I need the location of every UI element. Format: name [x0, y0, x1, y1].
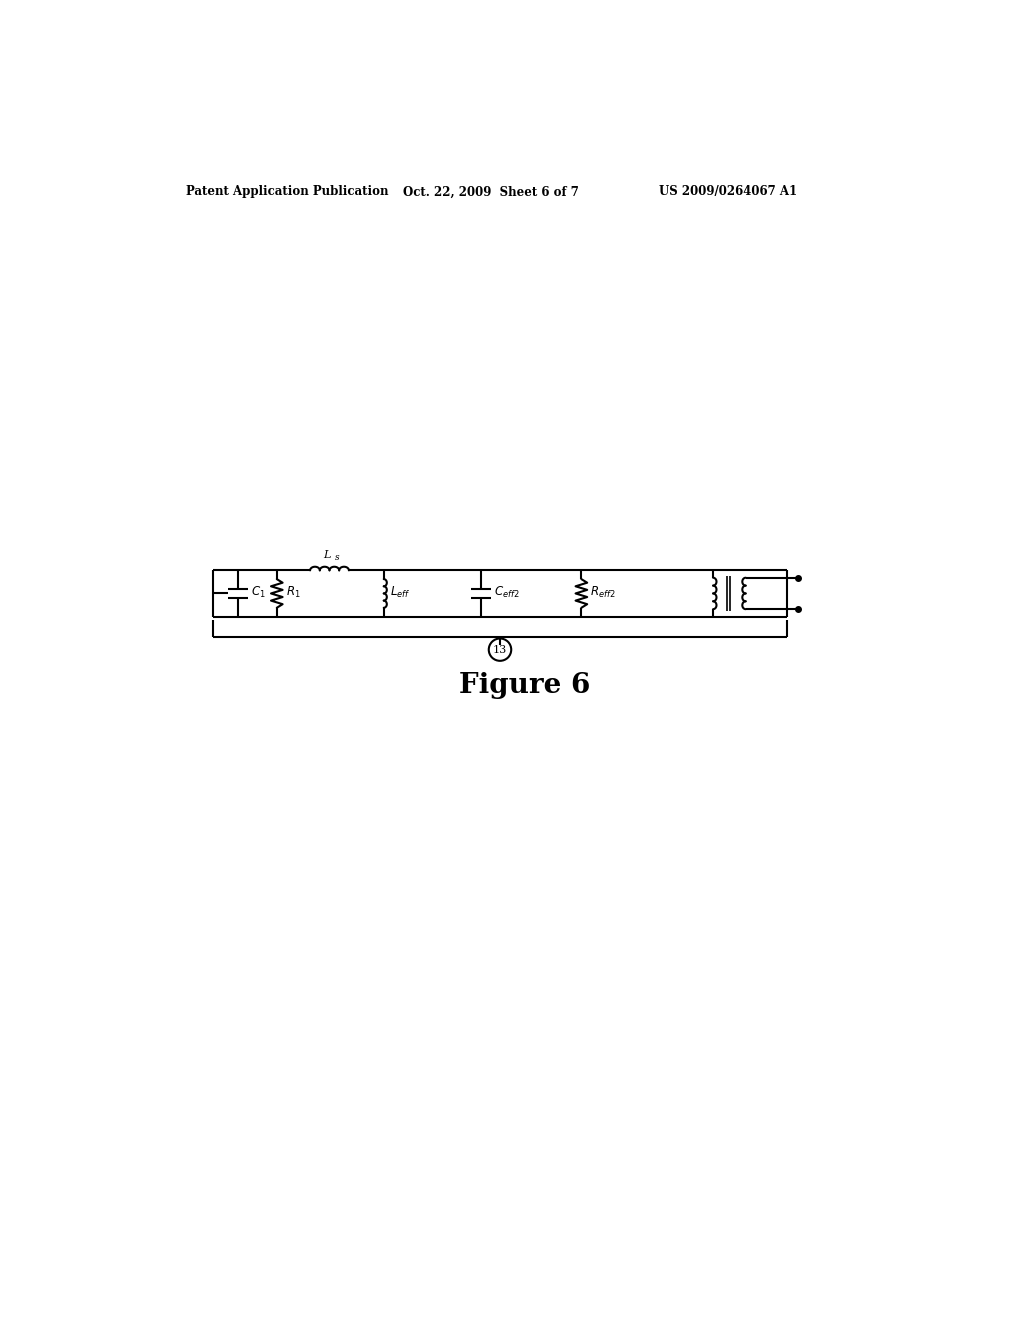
- Text: 13: 13: [493, 644, 507, 655]
- Text: Figure 6: Figure 6: [459, 672, 591, 700]
- Text: Oct. 22, 2009  Sheet 6 of 7: Oct. 22, 2009 Sheet 6 of 7: [403, 185, 579, 198]
- Text: $C_{eff2}$: $C_{eff2}$: [494, 585, 519, 601]
- Text: Patent Application Publication: Patent Application Publication: [186, 185, 389, 198]
- Text: $R_{eff2}$: $R_{eff2}$: [590, 585, 615, 601]
- Text: $C_1$: $C_1$: [251, 585, 266, 601]
- Text: L: L: [323, 550, 330, 560]
- Text: s: s: [335, 553, 340, 562]
- Text: $R_1$: $R_1$: [286, 585, 300, 601]
- Text: US 2009/0264067 A1: US 2009/0264067 A1: [658, 185, 797, 198]
- Text: $L_{eff}$: $L_{eff}$: [390, 585, 411, 601]
